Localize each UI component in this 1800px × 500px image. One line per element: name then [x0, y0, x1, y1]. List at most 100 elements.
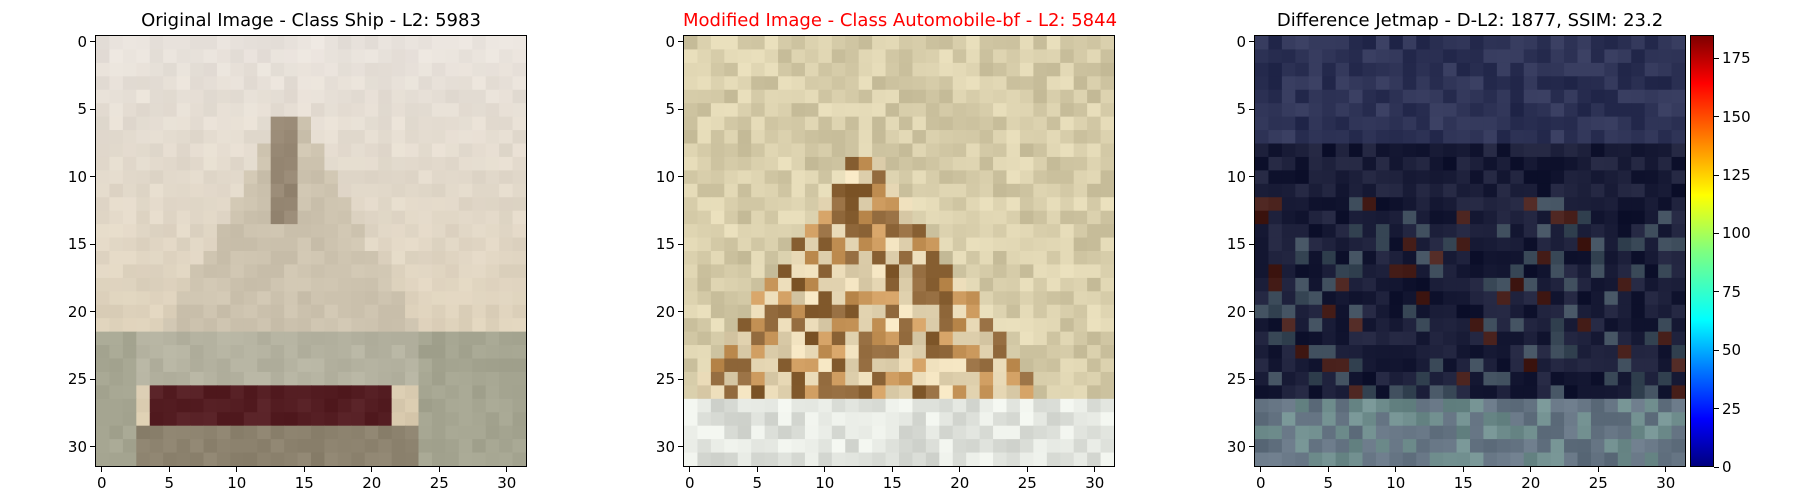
pixel-cell	[1483, 76, 1498, 91]
pixel-cell	[216, 264, 231, 279]
pixel-cell	[512, 143, 526, 158]
pixel-cell	[1389, 439, 1404, 454]
pixel-cell	[1073, 452, 1088, 466]
pixel-cell	[122, 237, 137, 252]
pixel-cell	[1470, 49, 1485, 64]
pixel-cell	[1268, 116, 1283, 131]
pixel-cell	[485, 170, 500, 185]
pixel-cell	[979, 197, 994, 212]
pixel-cell	[1537, 264, 1552, 279]
pixel-cell	[1443, 385, 1458, 400]
pixel-cell	[203, 291, 218, 306]
pixel-cell	[1349, 36, 1364, 51]
pixel-cell	[751, 183, 766, 198]
pixel-cell	[885, 398, 900, 413]
pixel-cell	[337, 36, 352, 51]
pixel-cell	[351, 224, 366, 239]
pixel-cell	[1389, 210, 1404, 225]
pixel-cell	[1429, 318, 1444, 333]
pixel-cell	[1416, 304, 1431, 319]
pixel-cell	[284, 156, 299, 171]
pixel-cell	[684, 358, 699, 373]
pixel-cell	[203, 452, 218, 466]
pixel-cell	[485, 291, 500, 306]
pixel-cell	[1671, 143, 1685, 158]
pixel-cell	[311, 345, 326, 360]
pixel-cell	[1443, 277, 1458, 292]
pixel-cell	[109, 304, 124, 319]
pixel-cell	[1671, 291, 1685, 306]
pixel-cell	[96, 304, 111, 319]
pixel-cell	[1335, 36, 1350, 51]
pixel-cell	[1281, 224, 1296, 239]
pixel-cell	[1255, 412, 1270, 427]
pixel-cell	[1523, 398, 1538, 413]
pixel-cell	[1322, 210, 1337, 225]
pixel-cell	[257, 170, 272, 185]
pixel-cell	[899, 385, 914, 400]
pixel-cell	[1322, 76, 1337, 91]
pixel-cell	[899, 224, 914, 239]
pixel-cell	[378, 130, 393, 145]
pixel-cell	[1389, 425, 1404, 440]
pixel-cell	[243, 412, 258, 427]
pixel-cell	[163, 210, 178, 225]
pixel-cell	[1631, 371, 1646, 386]
pixel-cell	[96, 103, 111, 118]
pixel-cell	[458, 358, 473, 373]
pixel-cell	[1590, 452, 1605, 466]
pixel-cell	[1375, 170, 1390, 185]
pixel-cell	[243, 398, 258, 413]
pixel-cell	[979, 143, 994, 158]
pixel-cell	[458, 345, 473, 360]
pixel-cell	[458, 183, 473, 198]
pixel-cell	[1456, 116, 1471, 131]
pixel-cell	[1671, 251, 1685, 266]
pixel-cell	[684, 331, 699, 346]
pixel-cell	[684, 130, 699, 145]
pixel-cell	[912, 318, 927, 333]
pixel-cell	[1658, 398, 1673, 413]
pixel-cell	[311, 452, 326, 466]
pixel-cell	[284, 318, 299, 333]
pixel-cell	[1060, 277, 1075, 292]
pixel-cell	[1073, 318, 1088, 333]
pixel-cell	[1268, 237, 1283, 252]
pixel-cell	[311, 224, 326, 239]
pixel-cell	[324, 237, 339, 252]
pixel-cell	[697, 385, 712, 400]
pixel-cell	[243, 237, 258, 252]
pixel-cell	[1631, 224, 1646, 239]
pixel-cell	[163, 237, 178, 252]
pixel-cell	[257, 439, 272, 454]
y-tick-label: 15	[67, 235, 87, 254]
pixel-cell	[1537, 224, 1552, 239]
pixel-cell	[1470, 425, 1485, 440]
pixel-cell	[1590, 412, 1605, 427]
pixel-cell	[1416, 264, 1431, 279]
pixel-cell	[1295, 49, 1310, 64]
pixel-cell	[1644, 116, 1659, 131]
pixel-cell	[136, 116, 151, 131]
pixel-cell	[952, 345, 967, 360]
pixel-cell	[1470, 170, 1485, 185]
pixel-cell	[1590, 398, 1605, 413]
pixel-cell	[710, 304, 725, 319]
pixel-cell	[270, 76, 285, 91]
pixel-cell	[872, 170, 887, 185]
y-tick-label: 0	[665, 32, 675, 51]
pixel-cell	[1362, 331, 1377, 346]
pixel-cell	[1483, 143, 1498, 158]
pixel-cell	[1255, 331, 1270, 346]
pixel-cell	[925, 345, 940, 360]
pixel-cell	[952, 116, 967, 131]
pixel-cell	[1564, 130, 1579, 145]
pixel-cell	[979, 331, 994, 346]
pixel-cell	[1631, 237, 1646, 252]
pixel-cell	[1060, 398, 1075, 413]
pixel-cell	[445, 36, 460, 51]
pixel-cell	[1617, 371, 1632, 386]
pixel-cell	[1006, 385, 1021, 400]
pixel-cell	[418, 130, 433, 145]
pixel-cell	[418, 304, 433, 319]
